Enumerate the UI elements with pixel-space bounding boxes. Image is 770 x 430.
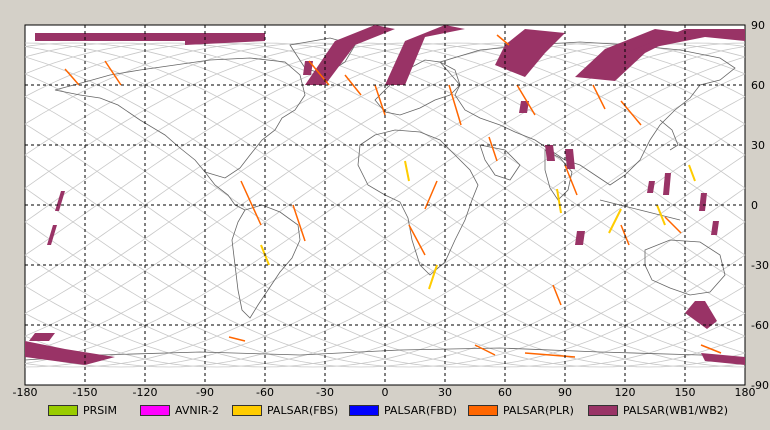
observation-swaths bbox=[25, 25, 745, 365]
world-map: -180 -150 -120 -90 -60 -30 0 30 60 90 120 150 180 90 6… bbox=[13, 19, 769, 399]
plr-swath bbox=[308, 60, 330, 86]
plr-swath bbox=[700, 344, 722, 354]
legend-item-prsim: PRSIM bbox=[48, 403, 117, 417]
wb-swath bbox=[545, 145, 555, 161]
plr-swath bbox=[552, 284, 562, 306]
legend-label: PALSAR(WB1/WB2) bbox=[623, 403, 729, 417]
wb-swath bbox=[29, 333, 55, 341]
legend-label: PALSAR(FBD) bbox=[384, 403, 457, 417]
wb-swath bbox=[385, 25, 465, 85]
lon-tick-label: 120 bbox=[615, 386, 636, 399]
lon-tick-label: 0 bbox=[382, 386, 389, 399]
fbs-swath bbox=[404, 160, 410, 182]
wb-swath bbox=[647, 181, 655, 193]
lon-tick-label: -30 bbox=[316, 386, 334, 399]
legend-item-palsar-plr: PALSAR(PLR) bbox=[468, 403, 574, 417]
lon-tick-label: 90 bbox=[558, 386, 572, 399]
wb-swath bbox=[25, 341, 115, 365]
axis-tick-labels: -180 -150 -120 -90 -60 -30 0 30 60 90 120 150 180 90 6… bbox=[13, 19, 769, 399]
legend-swatch bbox=[140, 404, 170, 416]
lon-tick-label: -60 bbox=[256, 386, 274, 399]
fbs-swath bbox=[428, 264, 438, 290]
wb-swath bbox=[699, 193, 707, 211]
lon-tick-label: 60 bbox=[498, 386, 512, 399]
lon-tick-label: -90 bbox=[196, 386, 214, 399]
legend-swatch bbox=[349, 404, 379, 416]
lon-tick-label: -120 bbox=[133, 386, 158, 399]
plr-swath bbox=[564, 164, 578, 196]
plr-swath bbox=[488, 136, 498, 162]
legend: PRSIM AVNIR-2 PALSAR(FBS) PALSAR(FBD) PA… bbox=[0, 400, 770, 422]
plr-swath bbox=[448, 84, 462, 126]
wb-swath bbox=[519, 101, 529, 113]
lat-tick-label: -30 bbox=[751, 259, 769, 272]
lat-tick-label: 90 bbox=[751, 19, 765, 32]
legend-label: AVNIR-2 bbox=[175, 403, 219, 417]
plr-swath bbox=[496, 34, 510, 46]
wb-swath bbox=[47, 225, 57, 245]
legend-swatch bbox=[48, 404, 78, 416]
lat-tick-label: -60 bbox=[751, 319, 769, 332]
legend-item-palsar-wb: PALSAR(WB1/WB2) bbox=[588, 403, 728, 417]
plr-swath bbox=[228, 336, 246, 342]
legend-label: PRSIM bbox=[83, 403, 117, 417]
lat-tick-label: 0 bbox=[751, 199, 758, 212]
fbs-swath bbox=[656, 204, 666, 226]
plr-swath bbox=[344, 74, 362, 96]
plr-swath bbox=[474, 344, 496, 356]
lat-tick-label: -90 bbox=[751, 379, 769, 392]
wb-swath bbox=[495, 29, 565, 77]
legend-swatch bbox=[588, 404, 618, 416]
legend-swatch bbox=[232, 404, 262, 416]
lat-lon-grid bbox=[25, 25, 745, 385]
wb-swath bbox=[565, 149, 575, 169]
fbs-swath bbox=[608, 208, 622, 234]
wb-swath bbox=[55, 191, 65, 211]
fbs-swath bbox=[688, 164, 696, 182]
legend-label: PALSAR(PLR) bbox=[503, 403, 574, 417]
plr-swath bbox=[408, 224, 426, 256]
plr-swath bbox=[664, 216, 682, 234]
plr-swath bbox=[64, 68, 80, 86]
lon-tick-label: 30 bbox=[438, 386, 452, 399]
plr-swath bbox=[424, 180, 438, 210]
lat-tick-label: 30 bbox=[751, 139, 765, 152]
lat-tick-label: 60 bbox=[751, 79, 765, 92]
plr-swath bbox=[516, 84, 536, 116]
wb-swath bbox=[305, 25, 395, 85]
wb-swath bbox=[685, 301, 717, 329]
plr-swath bbox=[592, 84, 606, 110]
plr-swath bbox=[104, 60, 122, 86]
plr-swath bbox=[374, 84, 386, 116]
wb-swath bbox=[185, 33, 265, 45]
fbs-swath bbox=[556, 188, 562, 214]
legend-swatch bbox=[468, 404, 498, 416]
wb-swath bbox=[575, 231, 585, 245]
wb-swath bbox=[701, 353, 745, 365]
wb-swath bbox=[625, 29, 745, 53]
lon-tick-label: 180 bbox=[735, 386, 756, 399]
lon-tick-label: 150 bbox=[675, 386, 696, 399]
legend-label: PALSAR(FBS) bbox=[267, 403, 339, 417]
wb-swath bbox=[35, 33, 195, 41]
plr-swath bbox=[240, 180, 262, 226]
plr-swath bbox=[620, 100, 642, 126]
plr-swath bbox=[524, 352, 576, 358]
lon-tick-label: -180 bbox=[13, 386, 38, 399]
wb-swath bbox=[663, 173, 671, 195]
wb-swath bbox=[711, 221, 719, 235]
legend-item-avnir2: AVNIR-2 bbox=[140, 403, 219, 417]
wb-swath bbox=[303, 61, 313, 75]
coastlines bbox=[24, 37, 746, 361]
legend-item-palsar-fbs: PALSAR(FBS) bbox=[232, 403, 338, 417]
plr-swath bbox=[292, 204, 306, 242]
lon-tick-label: -150 bbox=[73, 386, 98, 399]
legend-item-palsar-fbd: PALSAR(FBD) bbox=[349, 403, 457, 417]
